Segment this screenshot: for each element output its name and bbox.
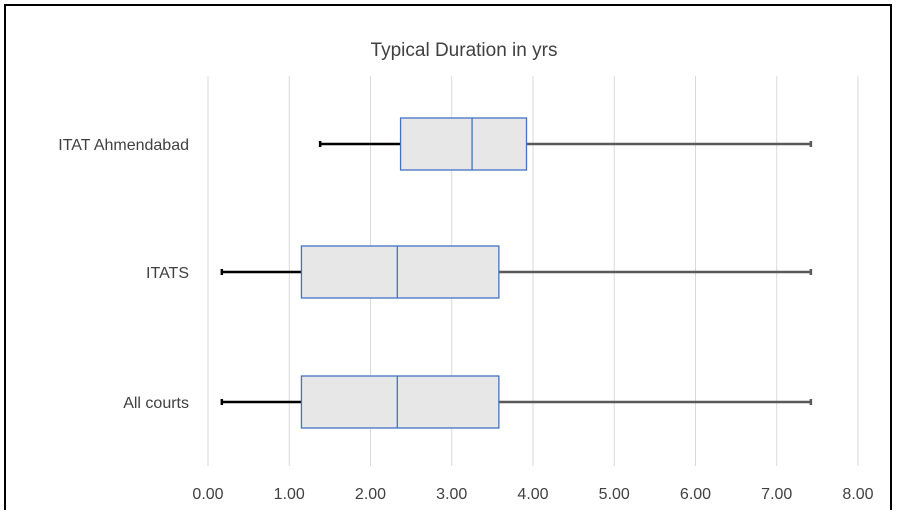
category-label: ITAT Ahmendabad (58, 137, 189, 154)
box-all-courts (220, 375, 813, 429)
box-iqr (300, 375, 500, 429)
x-tick-label: 7.00 (761, 486, 792, 503)
x-tick-label: 2.00 (355, 486, 386, 503)
x-tick-label: 1.00 (274, 486, 305, 503)
box-itat-ahmendabad (318, 117, 813, 171)
box-series (220, 117, 813, 429)
chart-frame: Typical Duration in yrs 0.00 1.00 2.00 3.00… (4, 4, 892, 510)
boxplot-chart: Typical Duration in yrs 0.00 1.00 2.00 3.00… (58, 40, 873, 503)
x-tick-label: 3.00 (436, 486, 467, 503)
y-axis-labels: ITAT Ahmendabad ITATS All courts (58, 137, 189, 412)
x-tick-label: 0.00 (192, 486, 223, 503)
x-tick-label: 4.00 (517, 486, 548, 503)
x-tick-label: 8.00 (842, 486, 873, 503)
box-itats (220, 245, 813, 299)
category-label: All courts (123, 395, 189, 412)
x-axis-ticks: 0.00 1.00 2.00 3.00 4.00 5.00 6.00 7.00 8.00 (192, 486, 873, 503)
x-tick-label: 5.00 (599, 486, 630, 503)
category-label: ITATS (146, 265, 189, 282)
box-iqr (300, 245, 500, 299)
chart-title: Typical Duration in yrs (371, 40, 558, 61)
x-tick-label: 6.00 (680, 486, 711, 503)
box-iqr (399, 117, 528, 171)
